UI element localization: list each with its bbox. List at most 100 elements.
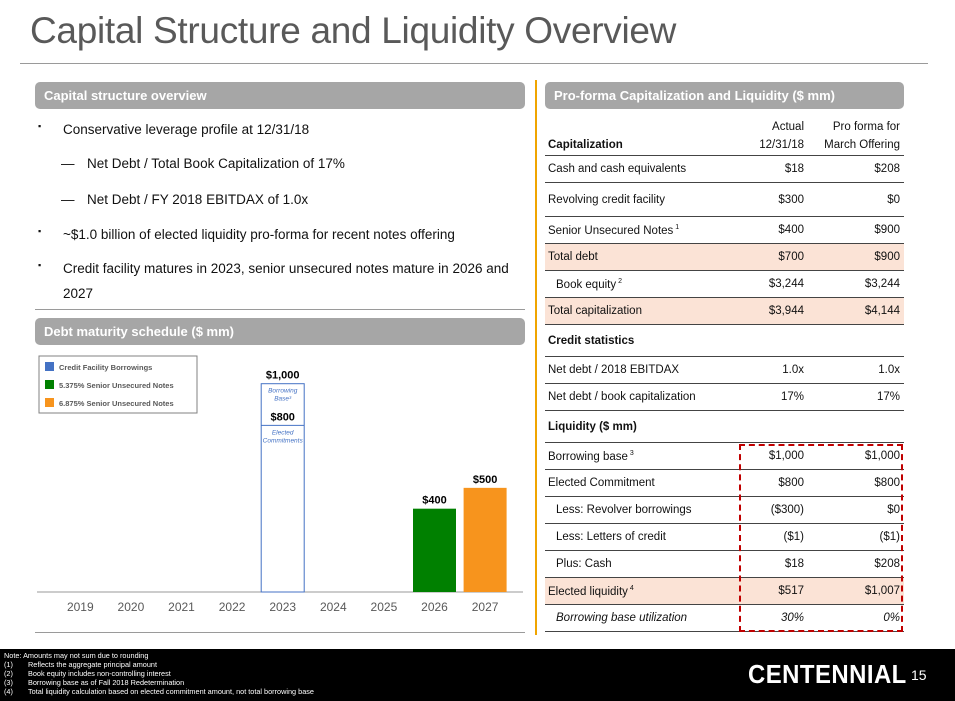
x-tick-label: 2019 <box>67 600 94 614</box>
col-head-proforma: Pro forma for <box>832 121 900 133</box>
bullet-text: Credit facility matures in 2023, senior … <box>63 261 509 301</box>
capital-structure-header: Capital structure overview <box>35 82 525 109</box>
proforma-value: 17% <box>876 391 900 403</box>
x-tick-label: 2027 <box>472 600 499 614</box>
actual-value: $517 <box>778 585 804 597</box>
debt-maturity-header: Debt maturity schedule ($ mm) <box>35 318 525 345</box>
footnote-ref: 3 <box>629 449 634 457</box>
bullet-marker: ▪ <box>38 260 42 270</box>
proforma-value: $0 <box>887 193 900 206</box>
footer: Note: Amounts may not sum due to roundin… <box>0 649 955 701</box>
x-tick-label: 2026 <box>421 600 448 614</box>
row-label: Plus: Cash <box>556 558 612 570</box>
actual-value: $18 <box>784 558 804 570</box>
bullet-list: ▪ Conservative leverage profile at 12/31… <box>35 117 525 306</box>
bullet-sub-item: — Net Debt / Total Book Capitalization o… <box>35 142 525 177</box>
table-row: Elected Commitment $800 $800 <box>545 470 904 497</box>
brand-logo: CENTENNIAL <box>748 659 907 689</box>
actual-value: $1,000 <box>768 450 804 462</box>
actual-value: 17% <box>780 391 804 403</box>
x-tick-label: 2020 <box>118 600 145 614</box>
table-row: Book equity 2 $3,244 $3,244 <box>545 271 904 298</box>
footnote: Note: Amounts may not sum due to roundin… <box>4 651 149 660</box>
table-row: Borrowing base utilization 30% 0% <box>545 605 904 632</box>
title-divider <box>20 63 928 64</box>
bullet-marker: ▪ <box>38 121 42 131</box>
proforma-value: $208 <box>874 163 900 175</box>
dash-marker: — <box>61 192 75 207</box>
proforma-value: $208 <box>874 558 900 570</box>
actual-value: $800 <box>778 477 804 489</box>
table-row: Net debt / book capitalization 17% 17% <box>545 384 904 411</box>
column-divider <box>535 80 537 635</box>
table-row: Total debt $700 $900 <box>545 244 904 271</box>
outline-caption: Borrowing <box>268 388 298 395</box>
row-label: Senior Unsecured Notes 1 <box>548 223 680 237</box>
proforma-value: 1.0x <box>878 364 900 376</box>
bullet-text: Net Debt / Total Book Capitalization of … <box>87 156 345 171</box>
proforma-value: $900 <box>874 224 900 236</box>
x-tick-label: 2024 <box>320 600 347 614</box>
footnote-ref: 2 <box>618 277 623 285</box>
row-label: Book equity 2 <box>556 277 623 291</box>
col-head-actual: Actual <box>772 121 804 133</box>
row-label: Cash and cash equivalents <box>548 163 687 175</box>
legend-swatch <box>45 398 54 407</box>
table-row: Cash and cash equivalents $18 $208 <box>545 156 904 183</box>
footnote: (2) Book equity includes non-controlling … <box>4 668 171 678</box>
footnote-ref: 1 <box>675 223 680 231</box>
x-tick-label: 2022 <box>219 600 246 614</box>
bar <box>413 508 456 592</box>
legend-swatch <box>45 380 54 389</box>
footnote: (4) Total liquidity calculation based on … <box>4 686 314 696</box>
footnote-ref: 4 <box>629 584 634 592</box>
footnote: (1) Reflects the aggregate principal amou… <box>4 659 157 669</box>
row-label: Net debt / book capitalization <box>548 391 696 403</box>
table-row: Plus: Cash $18 $208 <box>545 551 904 578</box>
row-label: Borrowing base 3 <box>548 449 634 463</box>
table-row: Senior Unsecured Notes 1 $400 $900 <box>545 217 904 244</box>
table-header-row: Capitalization Actual 12/31/18 Pro forma… <box>545 114 904 156</box>
capitalization-label: Capitalization <box>548 139 623 151</box>
outline-caption: Elected <box>272 429 294 436</box>
bullet-text: Net Debt / FY 2018 EBITDAX of 1.0x <box>87 192 309 207</box>
actual-value: $400 <box>778 224 804 236</box>
col-head-actual-date: 12/31/18 <box>759 139 804 151</box>
row-label: Less: Letters of credit <box>556 531 666 543</box>
table-row: Less: Revolver borrowings ($300) $0 <box>545 497 904 524</box>
table-row: Elected liquidity 4 $517 $1,007 <box>545 578 904 605</box>
actual-value: ($300) <box>770 504 804 516</box>
proforma-value: $800 <box>874 477 900 489</box>
actual-value: $300 <box>778 193 804 206</box>
debt-maturity-chart: 2019 2020 2021 2022 2023 2024 2025 2026 2027 $400… <box>37 355 523 614</box>
table-section-row: Liquidity ($ mm) <box>545 411 904 443</box>
data-label: $400 <box>422 495 446 507</box>
bullet-item: ▪ ~$1.0 billion of elected liquidity pro… <box>35 212 525 247</box>
table-row: Less: Letters of credit ($1) ($1) <box>545 524 904 551</box>
row-label: Revolving credit facility <box>548 193 665 206</box>
dash-marker: — <box>61 156 75 171</box>
outline-caption: Commitments <box>263 437 304 444</box>
footnote: (3) Borrowing base as of Fall 2018 Redete… <box>4 677 185 687</box>
bullet-item: ▪ Credit facility matures in 2023, senio… <box>35 247 525 306</box>
outline-value-label: $800 <box>270 411 294 423</box>
row-label: Credit statistics <box>548 334 635 347</box>
proforma-value: $3,244 <box>864 278 900 290</box>
proforma-value: $1,007 <box>864 585 900 597</box>
actual-value: 30% <box>780 612 804 624</box>
bullet-text: Conservative leverage profile at 12/31/1… <box>63 122 310 137</box>
row-label: Borrowing base utilization <box>556 612 688 624</box>
row-label: Elected liquidity 4 <box>548 584 634 598</box>
table-row: Total capitalization $3,944 $4,144 <box>545 298 904 325</box>
legend-label: 5.375% Senior Unsecured Notes <box>59 381 174 390</box>
row-label: Net debt / 2018 EBITDAX <box>548 364 680 376</box>
row-label: Total capitalization <box>548 305 642 317</box>
actual-value: $18 <box>784 163 804 175</box>
table-row: Net debt / 2018 EBITDAX 1.0x 1.0x <box>545 357 904 384</box>
row-label: Elected Commitment <box>548 477 655 489</box>
page-number: 15 <box>911 667 927 683</box>
table-row: Borrowing base 3 $1,000 $1,000 <box>545 443 904 470</box>
proforma-value: ($1) <box>879 531 900 543</box>
proforma-header: Pro-forma Capitalization and Liquidity (… <box>545 82 904 109</box>
actual-value: 1.0x <box>782 364 804 376</box>
